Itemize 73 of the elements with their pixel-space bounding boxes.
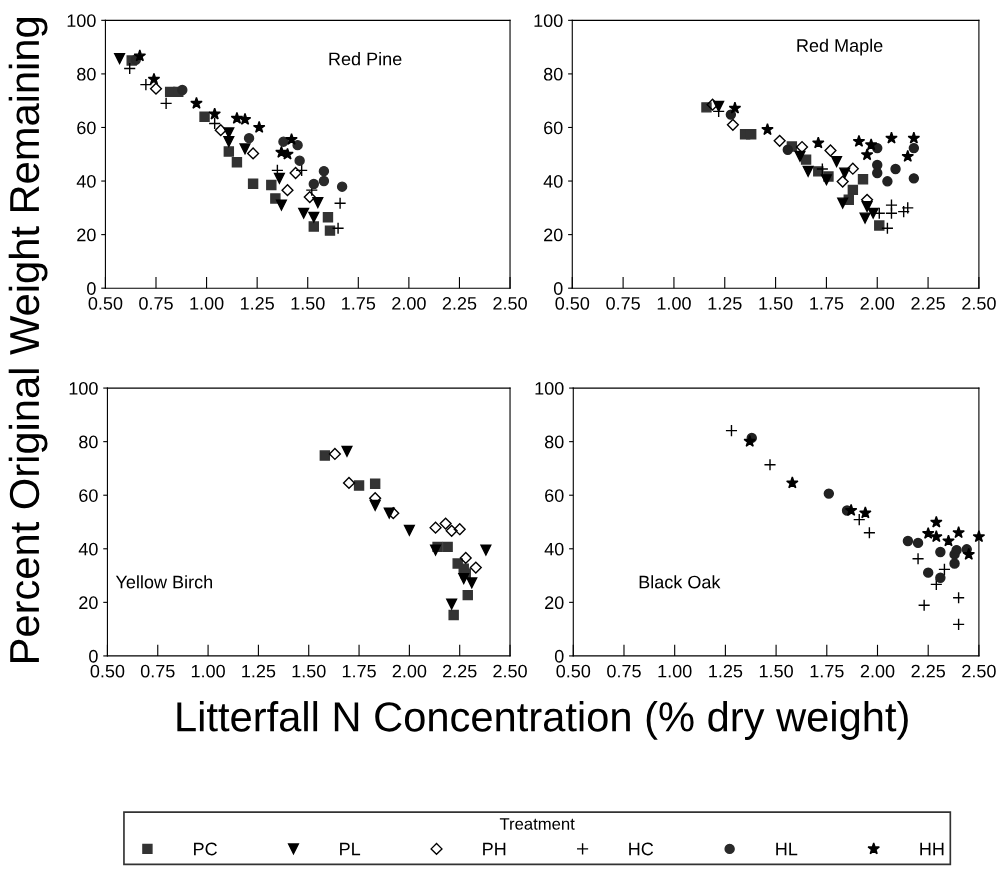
y-tick-label: 0	[553, 282, 563, 295]
y-tick-label: 100	[67, 14, 96, 28]
x-tick-label: 2.00	[392, 664, 427, 678]
x-tick-label: 1.75	[810, 297, 844, 310]
y-tick-label: 20	[79, 596, 98, 610]
x-tick-label: 1.50	[759, 296, 793, 310]
x-tick-label: 2.25	[442, 296, 477, 310]
y-tick-label: 80	[79, 435, 98, 449]
x-tick-label: 1.00	[657, 296, 691, 310]
x-tick-label: 1.75	[342, 664, 376, 678]
x-tick-label: 1.25	[708, 296, 742, 310]
x-tick-label: 2.50	[493, 664, 527, 678]
x-tick-label: 2.25	[911, 664, 946, 678]
legend-label: HL	[776, 842, 798, 856]
y-tick-label: 20	[544, 228, 563, 242]
y-tick-label: 100	[535, 382, 564, 395]
legend-label: HC	[629, 842, 654, 856]
x-tick-label: 0.50	[88, 296, 123, 310]
text: Black Oak	[639, 575, 721, 589]
legend-title: Treatment	[499, 818, 575, 830]
x-tick-label: 2.00	[392, 296, 426, 310]
legend-label: HH	[920, 842, 944, 856]
legend-label: PL	[340, 842, 361, 856]
x-tick-label: 2.25	[911, 296, 945, 310]
legend-label: PC	[194, 842, 217, 856]
y-tick-label: 20	[545, 596, 564, 610]
y-tick-label: 80	[77, 67, 96, 81]
y-tick-label: 60	[79, 489, 98, 502]
x-tick-label: 0.75	[606, 296, 640, 310]
x-tick-label: 1.25	[240, 296, 274, 310]
x-tick-label: 2.50	[962, 664, 996, 678]
legend-label: PH	[483, 842, 506, 856]
x-tick-label: 1.00	[190, 296, 224, 310]
x-tick-label: 1.50	[291, 296, 325, 310]
x-tick-label: 2.25	[443, 664, 477, 678]
y-tick-label: 0	[554, 649, 564, 663]
x-tick-label: 1.00	[191, 664, 225, 678]
y-tick-label: 0	[89, 649, 98, 663]
y-tick-label: 40	[78, 542, 98, 556]
x-tick-label: 2.00	[860, 664, 895, 678]
y-tick-label: 80	[544, 435, 564, 449]
x-tick-label: 2.50	[962, 296, 996, 310]
y-tick-label: 60	[545, 489, 564, 502]
y-tick-label: 40	[543, 174, 563, 188]
y-tick-label: 40	[544, 542, 564, 556]
x-axis-title: Litterfall N Concentration (% dry weight)	[177, 701, 908, 740]
y-tick-label: 20	[77, 228, 96, 242]
x-tick-label: 0.50	[556, 664, 591, 678]
x-tick-label: 0.75	[139, 296, 173, 310]
x-tick-label: 2.00	[860, 296, 895, 310]
x-tick-label: 1.50	[292, 664, 326, 678]
x-tick-label: 0.50	[555, 296, 590, 310]
y-tick-label: 100	[534, 14, 563, 28]
x-tick-label: 1.50	[759, 664, 793, 678]
y-tick-label: 0	[87, 282, 96, 295]
text: Red Maple	[797, 38, 883, 56]
text: Yellow Birch	[115, 575, 212, 589]
text: Red Pine	[329, 52, 402, 66]
x-tick-label: 0.75	[140, 664, 175, 678]
y-tick-label: 60	[77, 121, 96, 135]
x-tick-label: 0.75	[607, 664, 641, 678]
x-tick-label: 1.25	[242, 664, 276, 678]
x-tick-label: 1.00	[658, 664, 692, 678]
y-tick-label: 100	[69, 382, 98, 395]
x-tick-label: 1.75	[342, 297, 376, 310]
y-tick-label: 40	[76, 174, 96, 188]
x-tick-label: 0.50	[90, 664, 125, 678]
y-tick-label: 60	[544, 121, 563, 135]
x-tick-label: 1.75	[810, 664, 844, 678]
y-tick-label: 80	[543, 67, 563, 81]
x-tick-label: 1.25	[709, 664, 743, 678]
x-tick-label: 2.50	[493, 296, 527, 310]
y-axis-title: Percent Original Weight Remaining	[8, 17, 48, 662]
